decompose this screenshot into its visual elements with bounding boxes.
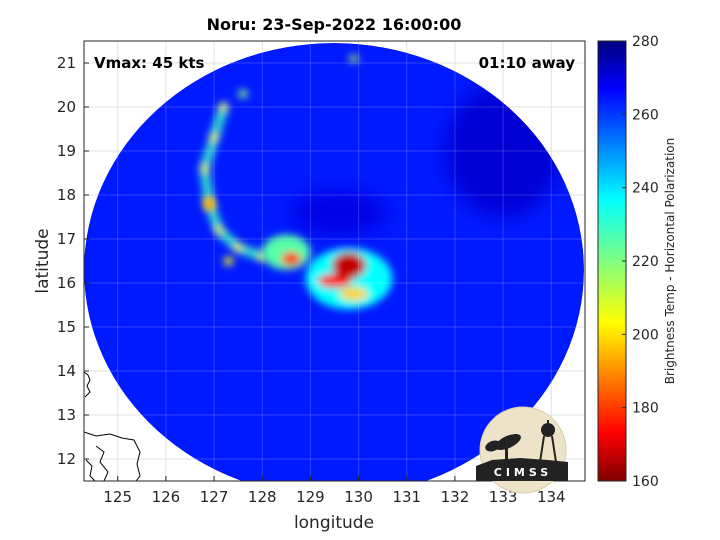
rainband-cell-4: [214, 226, 223, 235]
colorbar: [597, 40, 627, 482]
y-axis-label: latitude: [33, 228, 53, 293]
chart-title: Noru: 23-Sep-2022 16:00:00: [207, 15, 462, 34]
y-tick-label-6: 18: [57, 186, 76, 204]
brightness-temp-swath: [84, 43, 584, 481]
vmax-annotation: Vmax: 45 kts: [94, 54, 204, 72]
cold-feature-6: [203, 197, 216, 211]
y-tick-label-5: 17: [57, 230, 76, 248]
rainband-cell-2: [200, 164, 209, 173]
x-tick-label-3: 128: [248, 488, 277, 506]
time-offset-annotation: 01:10 away: [479, 54, 576, 72]
cimss-logo: CIMSS: [476, 406, 568, 494]
cold-feature-8: [348, 55, 359, 63]
y-tick-label-9: 21: [57, 54, 76, 72]
rainband-cell-1: [210, 133, 219, 142]
cold-feature-3: [339, 287, 369, 301]
colorbar-tick-label-4: 240: [632, 181, 659, 197]
colorbar-tick-label-3: 220: [632, 254, 659, 270]
x-tick-label-4: 129: [296, 488, 325, 506]
x-tick-label-6: 131: [392, 488, 421, 506]
y-tick-label-1: 13: [57, 406, 76, 424]
x-tick-label-8: 133: [489, 488, 518, 506]
rainband-cell-5: [234, 243, 243, 252]
water-tower-icon: [541, 423, 555, 437]
y-tick-label-4: 16: [57, 274, 76, 292]
y-tick-label-2: 14: [57, 362, 76, 380]
x-tick-label-0: 125: [103, 488, 132, 506]
colorbar-tick-label-1: 180: [632, 401, 659, 417]
x-tick-label-1: 126: [152, 488, 181, 506]
cold-feature-9: [238, 89, 248, 99]
x-tick-label-7: 132: [441, 488, 470, 506]
warm-region-0: [291, 190, 388, 235]
y-tick-label-0: 12: [57, 450, 76, 468]
colorbar-tick-label-5: 260: [632, 107, 659, 123]
colorbar-tick-label-0: 160: [632, 474, 659, 490]
x-tick-label-2: 127: [200, 488, 229, 506]
y-axis: 12 13 14 15 16 17 18 19 20 21: [57, 54, 89, 468]
rainband-cell-0: [219, 103, 228, 111]
x-axis-label: longitude: [294, 513, 374, 533]
colorbar-label: Brightness Temp - Horizontal Polarizatio…: [663, 138, 677, 385]
x-tick-label-9: 134: [537, 488, 566, 506]
y-tick-label-8: 20: [57, 98, 76, 116]
cold-feature-7: [223, 256, 234, 266]
colorbar-tick-label-2: 200: [632, 327, 659, 343]
cold-features: [203, 55, 393, 310]
cold-feature-0: [332, 252, 366, 279]
colorbar-tick-label-6: 280: [632, 34, 659, 50]
cold-feature-4: [262, 234, 311, 270]
x-tick-label-5: 130: [344, 488, 373, 506]
y-tick-label-3: 15: [57, 318, 76, 336]
coastline: [84, 371, 141, 481]
y-tick-label-7: 19: [57, 142, 76, 160]
colorbar-ticks: 160 180 200 220 240 260 280: [622, 34, 659, 490]
axes-frame: [83, 40, 586, 482]
cimss-logo-text: CIMSS: [494, 466, 552, 479]
x-axis: 125 126 127 128 129 130 131 132 133 134: [103, 476, 566, 506]
cold-feature-2: [281, 252, 301, 266]
